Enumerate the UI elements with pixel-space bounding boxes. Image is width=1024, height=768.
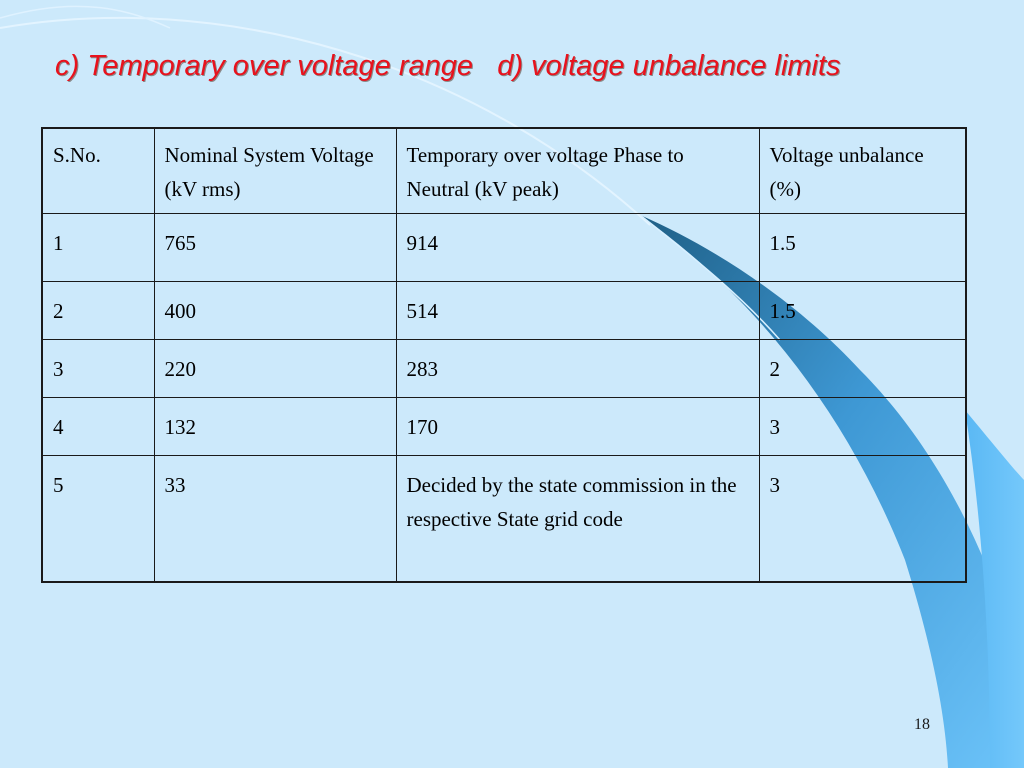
cell-temporary-over-voltage: 283 xyxy=(395,339,760,398)
cell-nominal-voltage: 765 xyxy=(153,213,397,282)
header-temporary-over-voltage: Temporary over voltage Phase to Neutral … xyxy=(395,127,760,214)
cell-temporary-over-voltage: Decided by the state commission in the r… xyxy=(395,455,760,582)
table-row: 5 33 Decided by the state commission in … xyxy=(41,455,967,582)
page-number: 18 xyxy=(914,716,930,733)
table-row: 2 400 514 1.5 xyxy=(41,281,967,340)
header-sno: S.No. xyxy=(41,127,155,214)
table-row: 3 220 283 2 xyxy=(41,339,967,398)
table-row: 1 765 914 1.5 xyxy=(41,213,967,282)
voltage-limits-table: S.No. Nominal System Voltage (kV rms) Te… xyxy=(41,127,967,583)
table-row: 4 132 170 3 xyxy=(41,397,967,456)
cell-voltage-unbalance: 1.5 xyxy=(758,213,967,282)
curve-line-left xyxy=(0,5,171,29)
cell-voltage-unbalance: 3 xyxy=(758,397,967,456)
cell-temporary-over-voltage: 914 xyxy=(395,213,760,282)
header-voltage-unbalance: Voltage unbalance (%) xyxy=(758,127,967,214)
cell-sno: 1 xyxy=(41,213,155,282)
table-header-row: S.No. Nominal System Voltage (kV rms) Te… xyxy=(41,127,967,214)
cell-voltage-unbalance: 3 xyxy=(758,455,967,582)
header-nominal-voltage: Nominal System Voltage (kV rms) xyxy=(153,127,397,214)
cell-sno: 5 xyxy=(41,455,155,582)
cell-nominal-voltage: 400 xyxy=(153,281,397,340)
cell-nominal-voltage: 33 xyxy=(153,455,397,582)
slide-title: c) Temporary over voltage range d) volta… xyxy=(55,50,841,82)
cell-nominal-voltage: 132 xyxy=(153,397,397,456)
right-edge-band xyxy=(965,410,1024,768)
blue-swoosh xyxy=(640,215,1024,768)
cell-sno: 3 xyxy=(41,339,155,398)
cell-sno: 4 xyxy=(41,397,155,456)
cell-sno: 2 xyxy=(41,281,155,340)
cell-temporary-over-voltage: 514 xyxy=(395,281,760,340)
cell-temporary-over-voltage: 170 xyxy=(395,397,760,456)
cell-voltage-unbalance: 1.5 xyxy=(758,281,967,340)
cell-nominal-voltage: 220 xyxy=(153,339,397,398)
cell-voltage-unbalance: 2 xyxy=(758,339,967,398)
